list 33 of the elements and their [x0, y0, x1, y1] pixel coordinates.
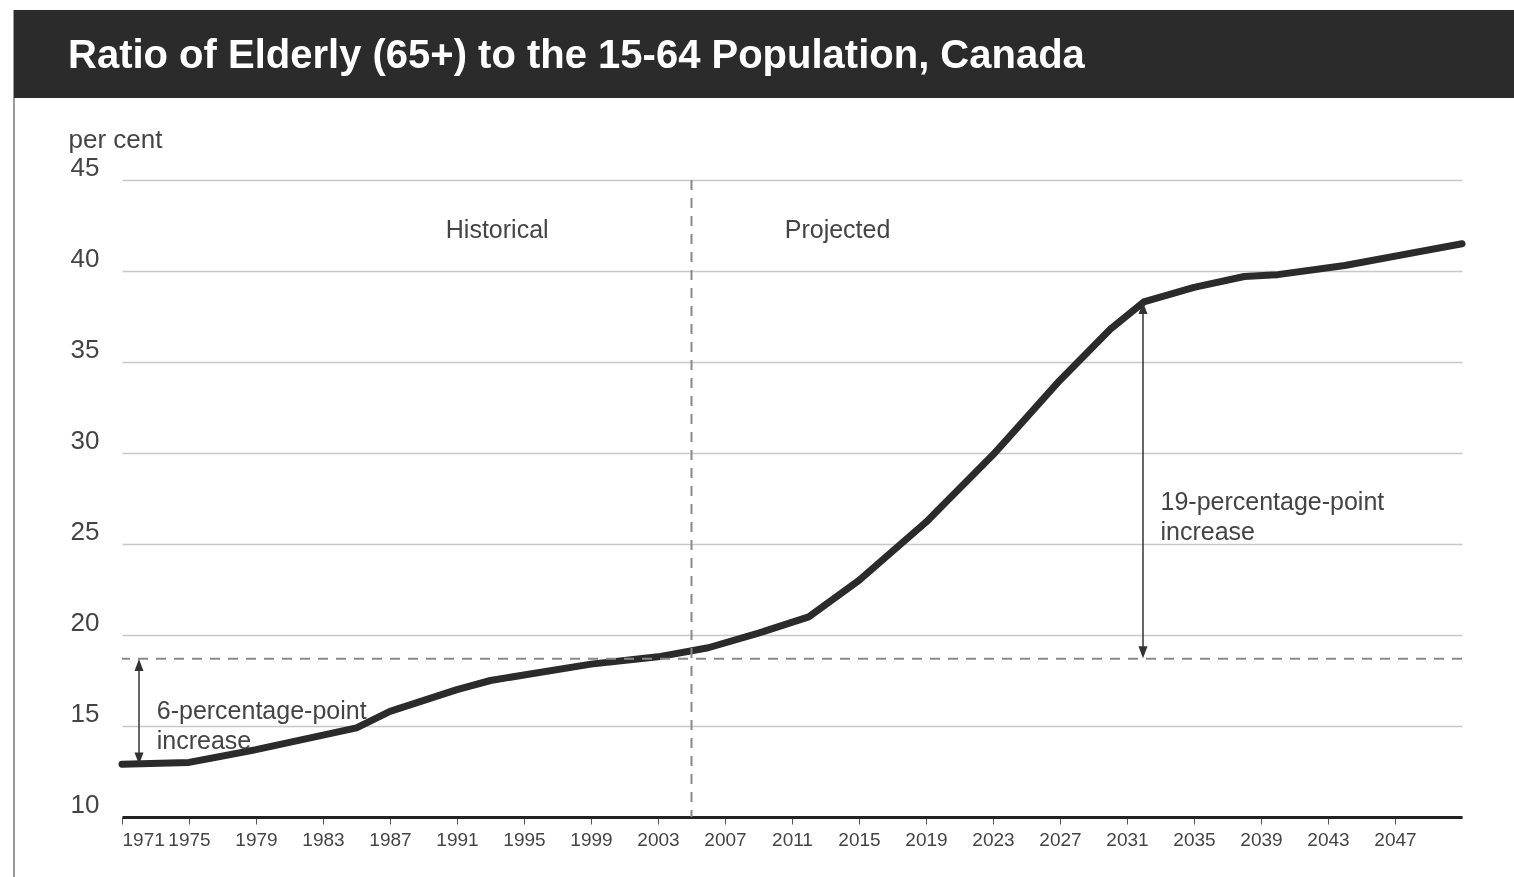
y-tick-label: 25: [70, 515, 100, 546]
x-tick-label: 1979: [235, 828, 278, 850]
y-tick-label: 15: [70, 697, 100, 728]
x-tick-label: 1987: [369, 828, 412, 850]
y-axis-title: per cent: [68, 123, 164, 154]
x-tick-label: 2047: [1374, 828, 1417, 850]
x-tick-label: 2011: [772, 828, 813, 850]
x-tick-label: 2003: [637, 828, 680, 850]
y-tick-label: 10: [70, 788, 100, 819]
x-tick-label: 2043: [1307, 828, 1350, 850]
y-tick-label: 30: [70, 424, 100, 455]
x-tick-label: 2015: [838, 828, 881, 850]
x-tick-label: 2031: [1106, 828, 1149, 850]
annotation: 19-percentage-point increase: [1160, 487, 1385, 545]
x-tick-label: 2039: [1240, 828, 1283, 850]
chart-title: Ratio of Elderly (65+) to the 15-64 Population, Canada: [14, 10, 1514, 98]
y-tick-label: 35: [70, 333, 100, 364]
y-tick-label: 40: [70, 242, 100, 273]
annotation: Historical: [445, 215, 549, 243]
x-tick-label: 2035: [1173, 828, 1216, 850]
x-tick-label: 1999: [570, 828, 613, 850]
y-tick-label: 20: [70, 606, 100, 637]
x-tick-label: 1995: [503, 828, 546, 850]
x-tick-label: 1971: [122, 828, 165, 850]
x-tick-label: 1983: [302, 828, 345, 850]
annotation: 6-percentage-point increase: [156, 696, 367, 755]
x-tick-label: 2027: [1039, 828, 1082, 850]
x-tick-label: 2023: [972, 828, 1015, 850]
x-tick-label: 2007: [704, 828, 747, 850]
annotation: Projected: [784, 215, 891, 243]
x-tick-label: 1991: [436, 828, 479, 850]
x-tick-label: 1975: [168, 828, 211, 850]
x-tick-label: 2019: [905, 828, 948, 850]
